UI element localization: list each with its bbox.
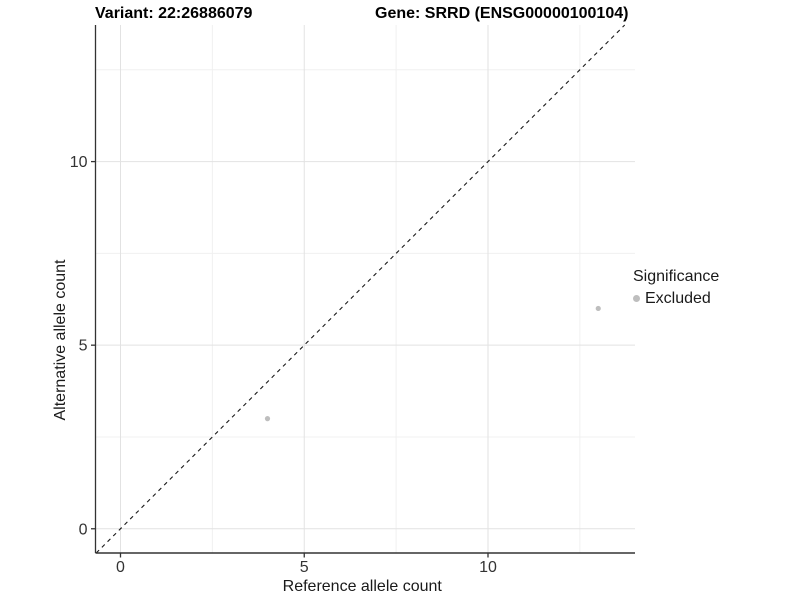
- x-axis-title: Reference allele count: [283, 578, 443, 595]
- x-tick-label: 5: [300, 559, 309, 576]
- x-tick-label: 0: [116, 559, 125, 576]
- identity-line: [95, 24, 626, 554]
- legend-item-label: Excluded: [645, 290, 711, 307]
- data-point: [264, 416, 271, 422]
- y-axis-title: Alternative allele count: [52, 259, 69, 421]
- x-tick-label: 10: [479, 559, 497, 576]
- legend: Significance Excluded: [633, 267, 719, 308]
- legend-title: Significance: [633, 268, 720, 285]
- plot-title-variant: Variant: 22:26886079: [95, 5, 253, 22]
- excluded-point-icon: [633, 295, 640, 302]
- legend-item-excluded: Excluded: [633, 289, 719, 308]
- y-tick-label: 5: [79, 338, 88, 355]
- y-tick-label: 0: [79, 521, 88, 538]
- data-point: [595, 305, 601, 312]
- plot-title-gene: Gene: SRRD (ENSG00000100104): [375, 5, 629, 22]
- y-tick-label: 10: [70, 154, 88, 171]
